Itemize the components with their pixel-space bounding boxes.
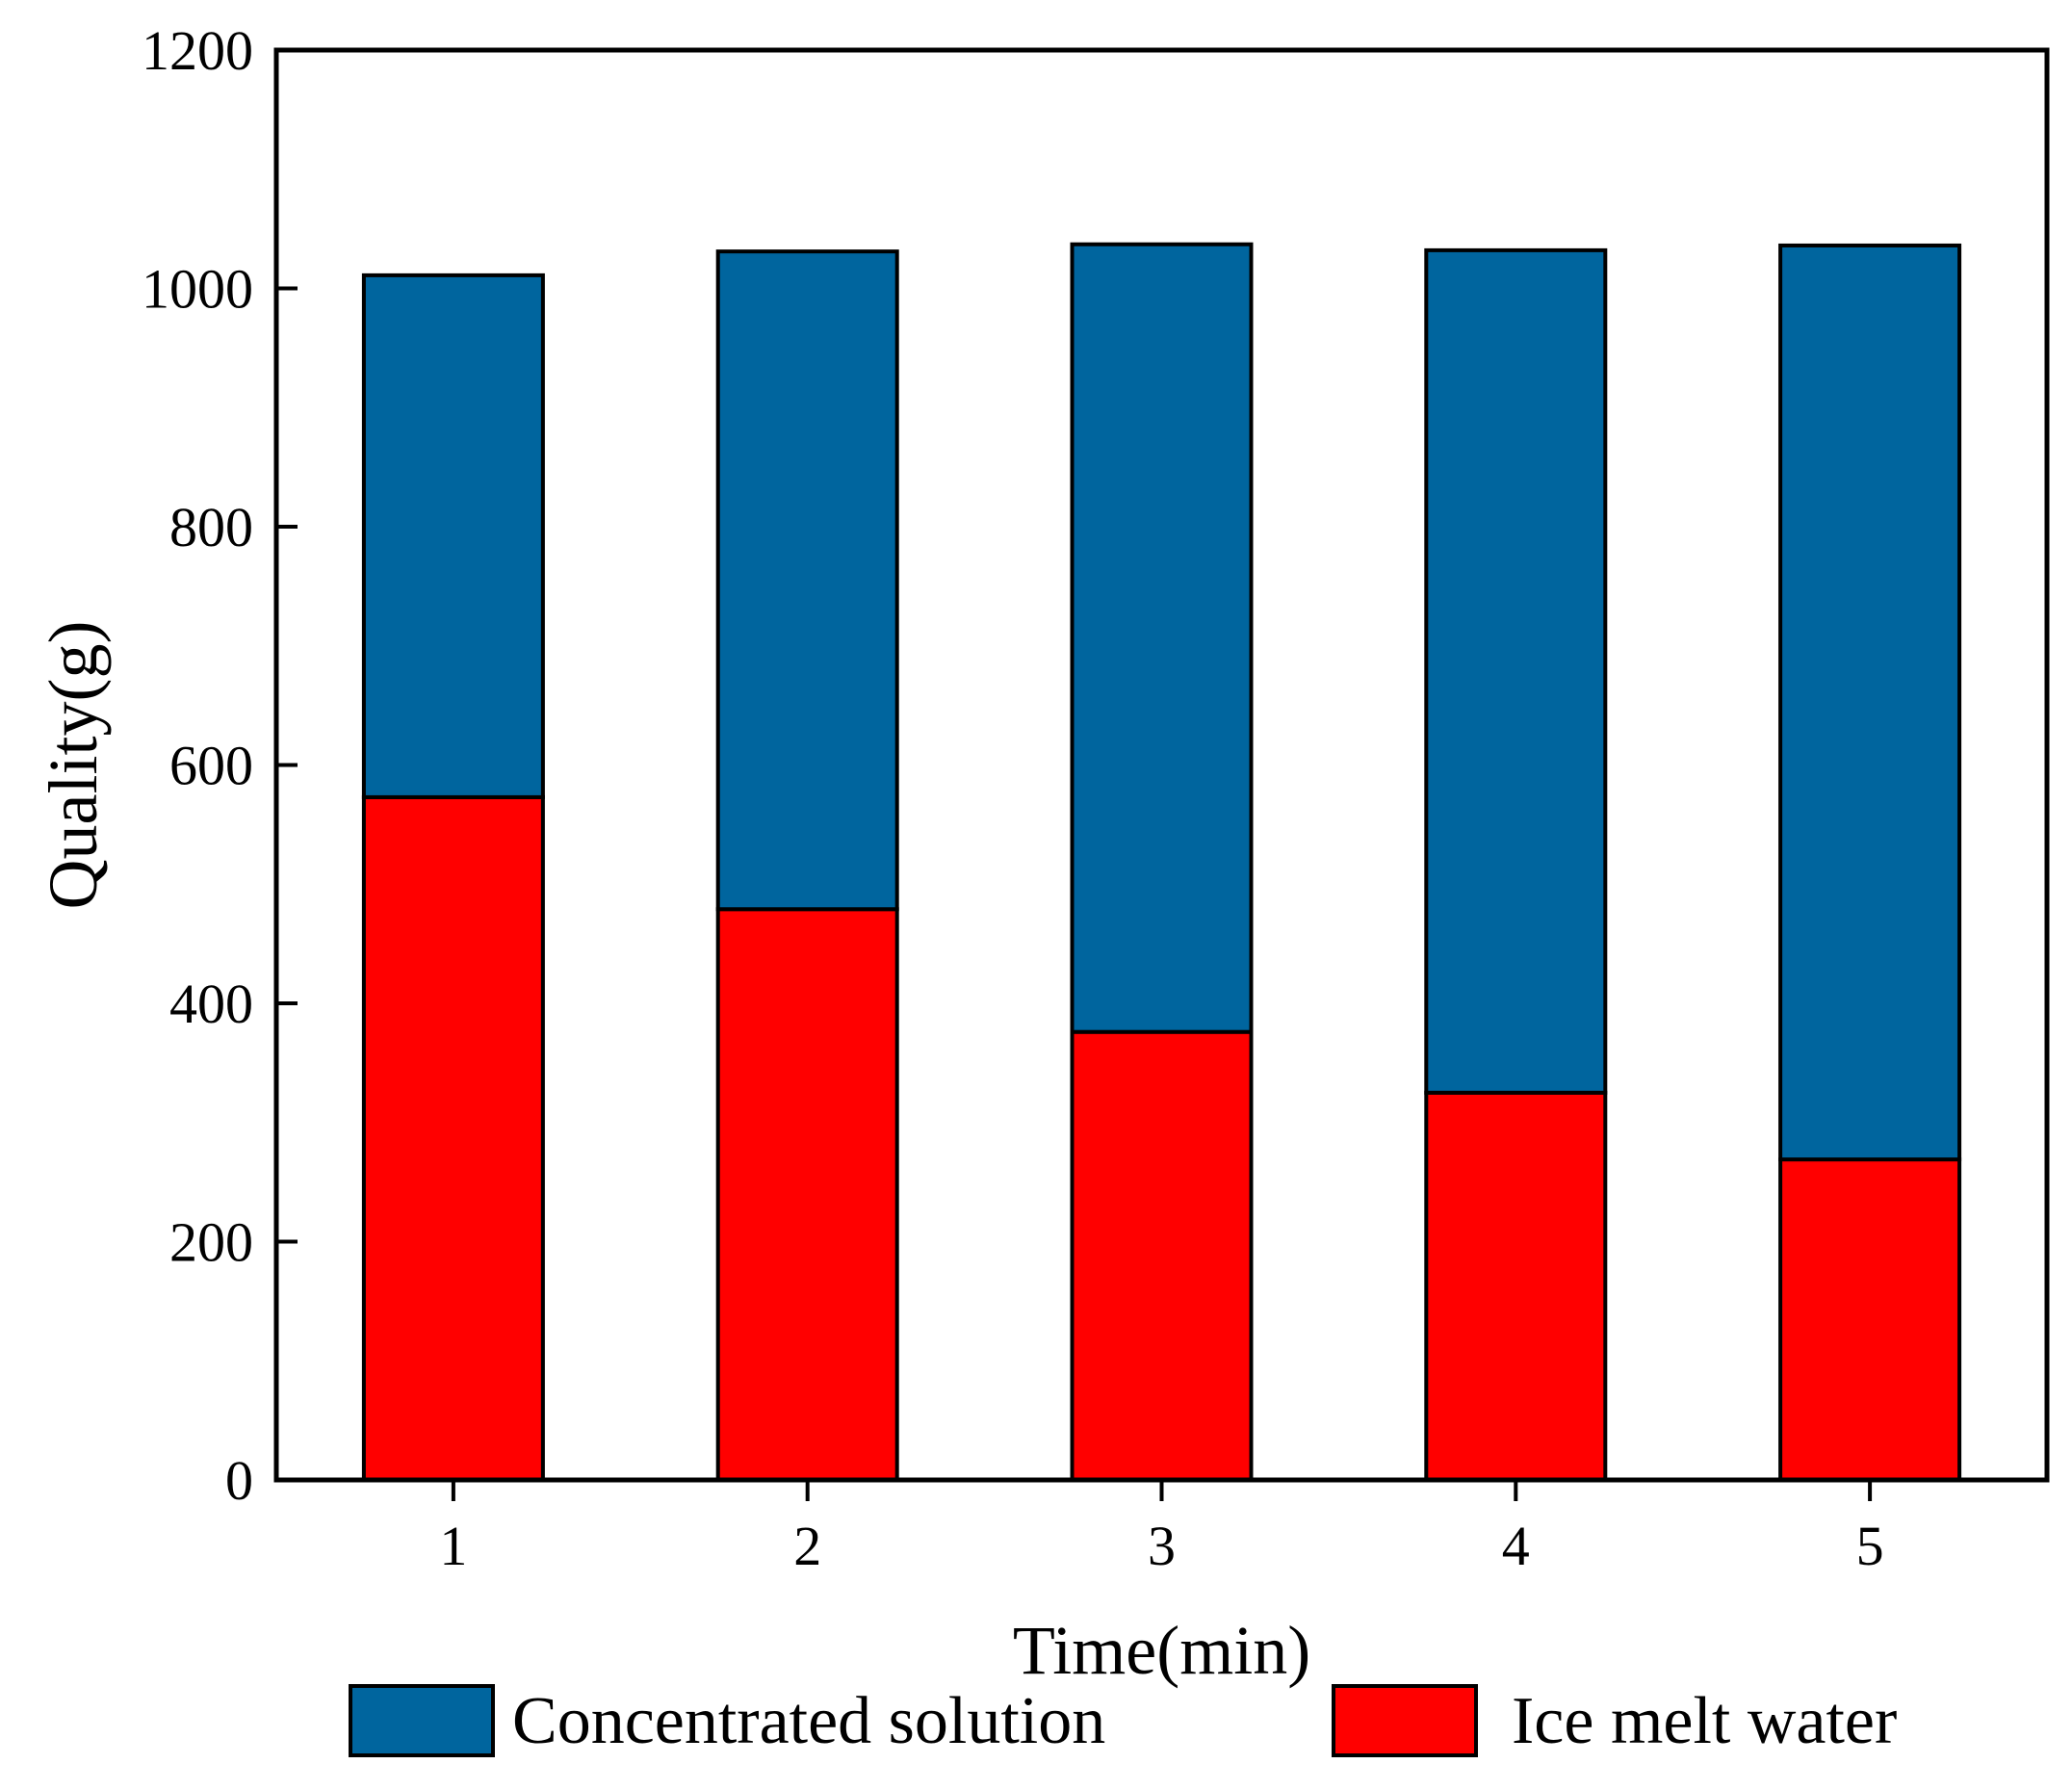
y-tick-label: 0 [225,1449,253,1512]
bar-concentrated-solution-5 [1778,243,1962,1162]
y-tick-label: 1200 [142,19,253,82]
x-tick-label: 4 [1502,1515,1530,1577]
y-axis: 0 200 400 800 600 1000 1200 [142,19,298,1512]
bar-ice-melt-water-1 [361,794,545,1482]
bar-concentrated-solution-1 [361,272,545,799]
legend-label-concentrated-solution: Concentrated solution [512,1684,1105,1758]
bar-ice-melt-water-5 [1778,1157,1962,1483]
x-tick-label: 1 [439,1515,467,1577]
plot-frame [273,47,2050,1483]
y-tick-label: 400 [169,973,253,1035]
bar-concentrated-solution-4 [1424,247,1608,1095]
legend-label-ice-melt-water: Ice melt water [1512,1684,1897,1758]
legend-swatch-concentrated-solution [349,1684,495,1757]
bar-ice-melt-water-3 [1070,1029,1254,1482]
y-axis-title: Quality(g) [35,621,112,910]
x-tick-label: 3 [1148,1515,1176,1577]
y-tick-label: 600 [169,735,253,797]
bars-group [361,242,1962,1483]
x-tick-label: 5 [1856,1515,1884,1577]
legend-swatch-ice-melt-water [1332,1684,1478,1757]
y-tick-label: 200 [169,1211,253,1274]
x-axis: 1 2 3 4 5 [439,1480,1884,1577]
y-tick-label: 800 [169,496,253,558]
bar-concentrated-solution-3 [1070,242,1254,1034]
legend: Concentrated solution Ice melt water [349,1684,1897,1758]
y-tick-label: 1000 [142,258,253,321]
bar-ice-melt-water-4 [1424,1090,1608,1482]
x-axis-title: Time(min) [1013,1612,1310,1689]
x-tick-label: 2 [793,1515,821,1577]
bar-ice-melt-water-2 [715,907,899,1482]
bar-concentrated-solution-2 [715,249,899,912]
